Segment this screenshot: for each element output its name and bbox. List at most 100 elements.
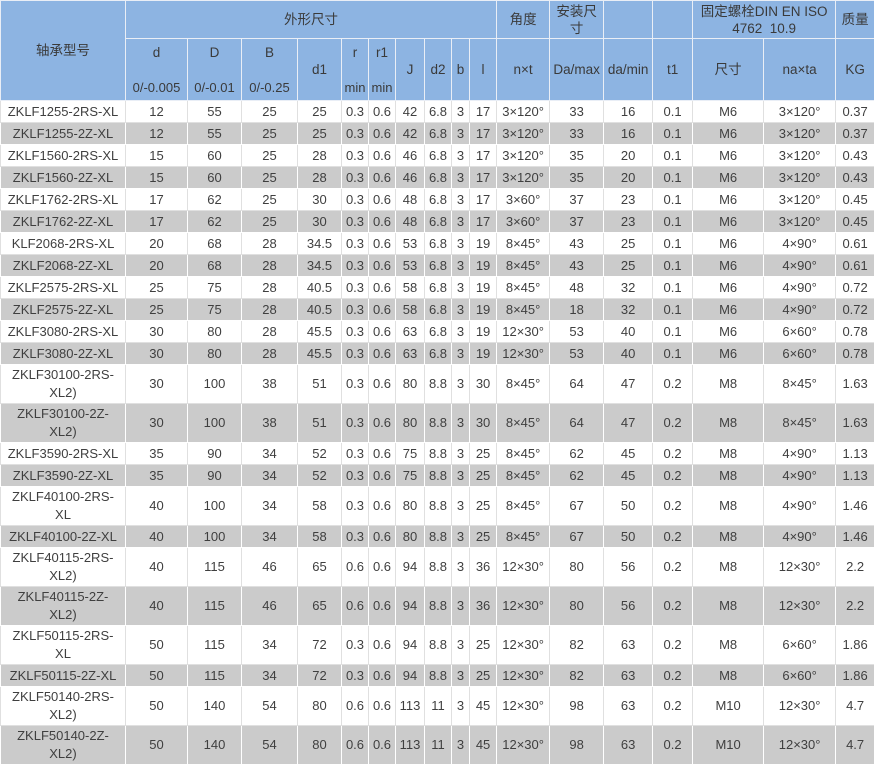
spec-value-cell: 25 <box>241 100 298 123</box>
spec-value-cell: 8×45° <box>496 276 551 299</box>
spec-value-cell: 1.13 <box>835 464 874 487</box>
spec-value-cell: 0.6 <box>341 586 369 626</box>
col-header-b: b <box>451 38 470 101</box>
spec-value-cell: 56 <box>603 547 654 587</box>
spec-value-cell: 34 <box>241 525 298 548</box>
spec-value-cell: 8.8 <box>424 464 452 487</box>
spec-value-cell: 0.43 <box>835 144 874 167</box>
table-row: ZKLF40115-2RS-XL2) 40 115 46 65 0.6 0.6 94 8.8 3 3… <box>0 547 874 587</box>
col-group-angle: 角度 <box>496 0 551 39</box>
col-label: J <box>406 62 414 77</box>
spec-value-cell: 48 <box>395 188 425 211</box>
spec-value-cell: 19 <box>468 320 498 343</box>
spec-value-cell: 25 <box>241 122 298 145</box>
col-tolerance: 0/-0.01 <box>194 80 235 95</box>
spec-value-cell: 98 <box>549 686 605 726</box>
col-group-mass: 质量 <box>835 0 874 39</box>
spec-value-cell: 63 <box>603 625 654 665</box>
spec-value-cell: 30 <box>125 320 188 343</box>
bearing-model-cell: ZKLF50115-2Z-XL <box>0 664 126 687</box>
spec-value-cell: 62 <box>549 464 605 487</box>
col-group-blank-over-da-min <box>603 0 654 39</box>
spec-value-cell: 8.8 <box>424 664 452 687</box>
spec-value-cell: 8×45° <box>496 403 551 443</box>
spec-value-cell: 54 <box>241 725 298 765</box>
spec-value-cell: 50 <box>603 525 654 548</box>
col-header-D: D 0/-0.01 <box>187 38 242 101</box>
table-row: ZKLF30100-2Z-XL2) 30 100 38 51 0.3 0.6 80 8.8 3 30… <box>0 403 874 443</box>
spec-value-cell: 0.6 <box>368 664 396 687</box>
spec-value-cell: M6 <box>692 254 765 277</box>
col-label: KG <box>845 62 865 77</box>
col-label: 尺寸 <box>714 62 742 77</box>
spec-value-cell: 25 <box>468 664 498 687</box>
spec-value-cell: 0.1 <box>652 144 694 167</box>
spec-value-cell: 34 <box>241 486 298 526</box>
spec-value-cell: 45.5 <box>297 320 342 343</box>
spec-value-cell: 0.37 <box>835 122 874 145</box>
table-row: ZKLF2575-2RS-XL 25 75 28 40.5 0.3 0.6 58 6.8 3 19 8… <box>0 276 874 299</box>
spec-value-cell: 4×90° <box>763 525 837 548</box>
spec-value-cell: M8 <box>692 464 765 487</box>
spec-value-cell: 11 <box>424 686 452 726</box>
spec-value-cell: 4×90° <box>763 486 837 526</box>
spec-value-cell: 58 <box>395 298 425 321</box>
spec-value-cell: 46 <box>241 586 298 626</box>
spec-value-cell: 12×30° <box>496 547 551 587</box>
spec-value-cell: 12×30° <box>496 342 551 365</box>
col-header-t1: t1 <box>652 38 694 101</box>
spec-value-cell: 50 <box>125 686 188 726</box>
spec-value-cell: 0.2 <box>652 442 694 465</box>
col-header-r: r min <box>341 38 369 101</box>
spec-value-cell: 6.8 <box>424 144 452 167</box>
spec-value-cell: 30 <box>125 403 188 443</box>
spec-value-cell: 30 <box>125 364 188 404</box>
spec-value-cell: 6.8 <box>424 210 452 233</box>
bearing-model-cell: ZKLF1762-2RS-XL <box>0 188 126 211</box>
spec-value-cell: 55 <box>187 100 242 123</box>
spec-value-cell: 28 <box>297 144 342 167</box>
spec-value-cell: M8 <box>692 364 765 404</box>
spec-value-cell: 3 <box>451 232 470 255</box>
spec-value-cell: 30 <box>297 210 342 233</box>
spec-value-cell: 8.8 <box>424 586 452 626</box>
spec-value-cell: 12×30° <box>763 547 837 587</box>
spec-value-cell: 0.2 <box>652 525 694 548</box>
spec-value-cell: 19 <box>468 342 498 365</box>
spec-value-cell: 3 <box>451 686 470 726</box>
spec-value-cell: 25 <box>241 188 298 211</box>
spec-value-cell: 17 <box>468 210 498 233</box>
spec-value-cell: 3 <box>451 442 470 465</box>
spec-value-cell: 3×120° <box>763 100 837 123</box>
col-label: l <box>481 62 485 77</box>
spec-value-cell: 65 <box>297 586 342 626</box>
bearing-model-cell: ZKLF3590-2RS-XL <box>0 442 126 465</box>
spec-value-cell: 0.2 <box>652 403 694 443</box>
spec-value-cell: 0.3 <box>341 276 369 299</box>
bearing-model-cell: ZKLF2068-2Z-XL <box>0 254 126 277</box>
spec-value-cell: 62 <box>187 188 242 211</box>
col-tolerance: 0/-0.25 <box>249 80 290 95</box>
spec-value-cell: 40 <box>125 586 188 626</box>
spec-value-cell: 80 <box>187 342 242 365</box>
spec-value-cell: 63 <box>603 725 654 765</box>
spec-value-cell: 0.6 <box>341 547 369 587</box>
spec-value-cell: 3 <box>451 122 470 145</box>
spec-value-cell: 12×30° <box>763 725 837 765</box>
spec-value-cell: 75 <box>395 442 425 465</box>
spec-value-cell: 90 <box>187 442 242 465</box>
spec-value-cell: M6 <box>692 210 765 233</box>
spec-value-cell: 0.6 <box>341 686 369 726</box>
spec-value-cell: 0.3 <box>341 664 369 687</box>
table-row: ZKLF2575-2Z-XL 25 75 28 40.5 0.3 0.6 58 6.8 3 19 8×… <box>0 298 874 321</box>
spec-value-cell: 0.3 <box>341 144 369 167</box>
spec-value-cell: 0.6 <box>368 122 396 145</box>
col-label: d <box>152 45 161 60</box>
spec-value-cell: 80 <box>395 525 425 548</box>
spec-value-cell: 1.63 <box>835 364 874 404</box>
spec-value-cell: 0.6 <box>368 254 396 277</box>
spec-value-cell: 4×90° <box>763 232 837 255</box>
spec-value-cell: 64 <box>549 364 605 404</box>
spec-value-cell: 0.6 <box>368 525 396 548</box>
